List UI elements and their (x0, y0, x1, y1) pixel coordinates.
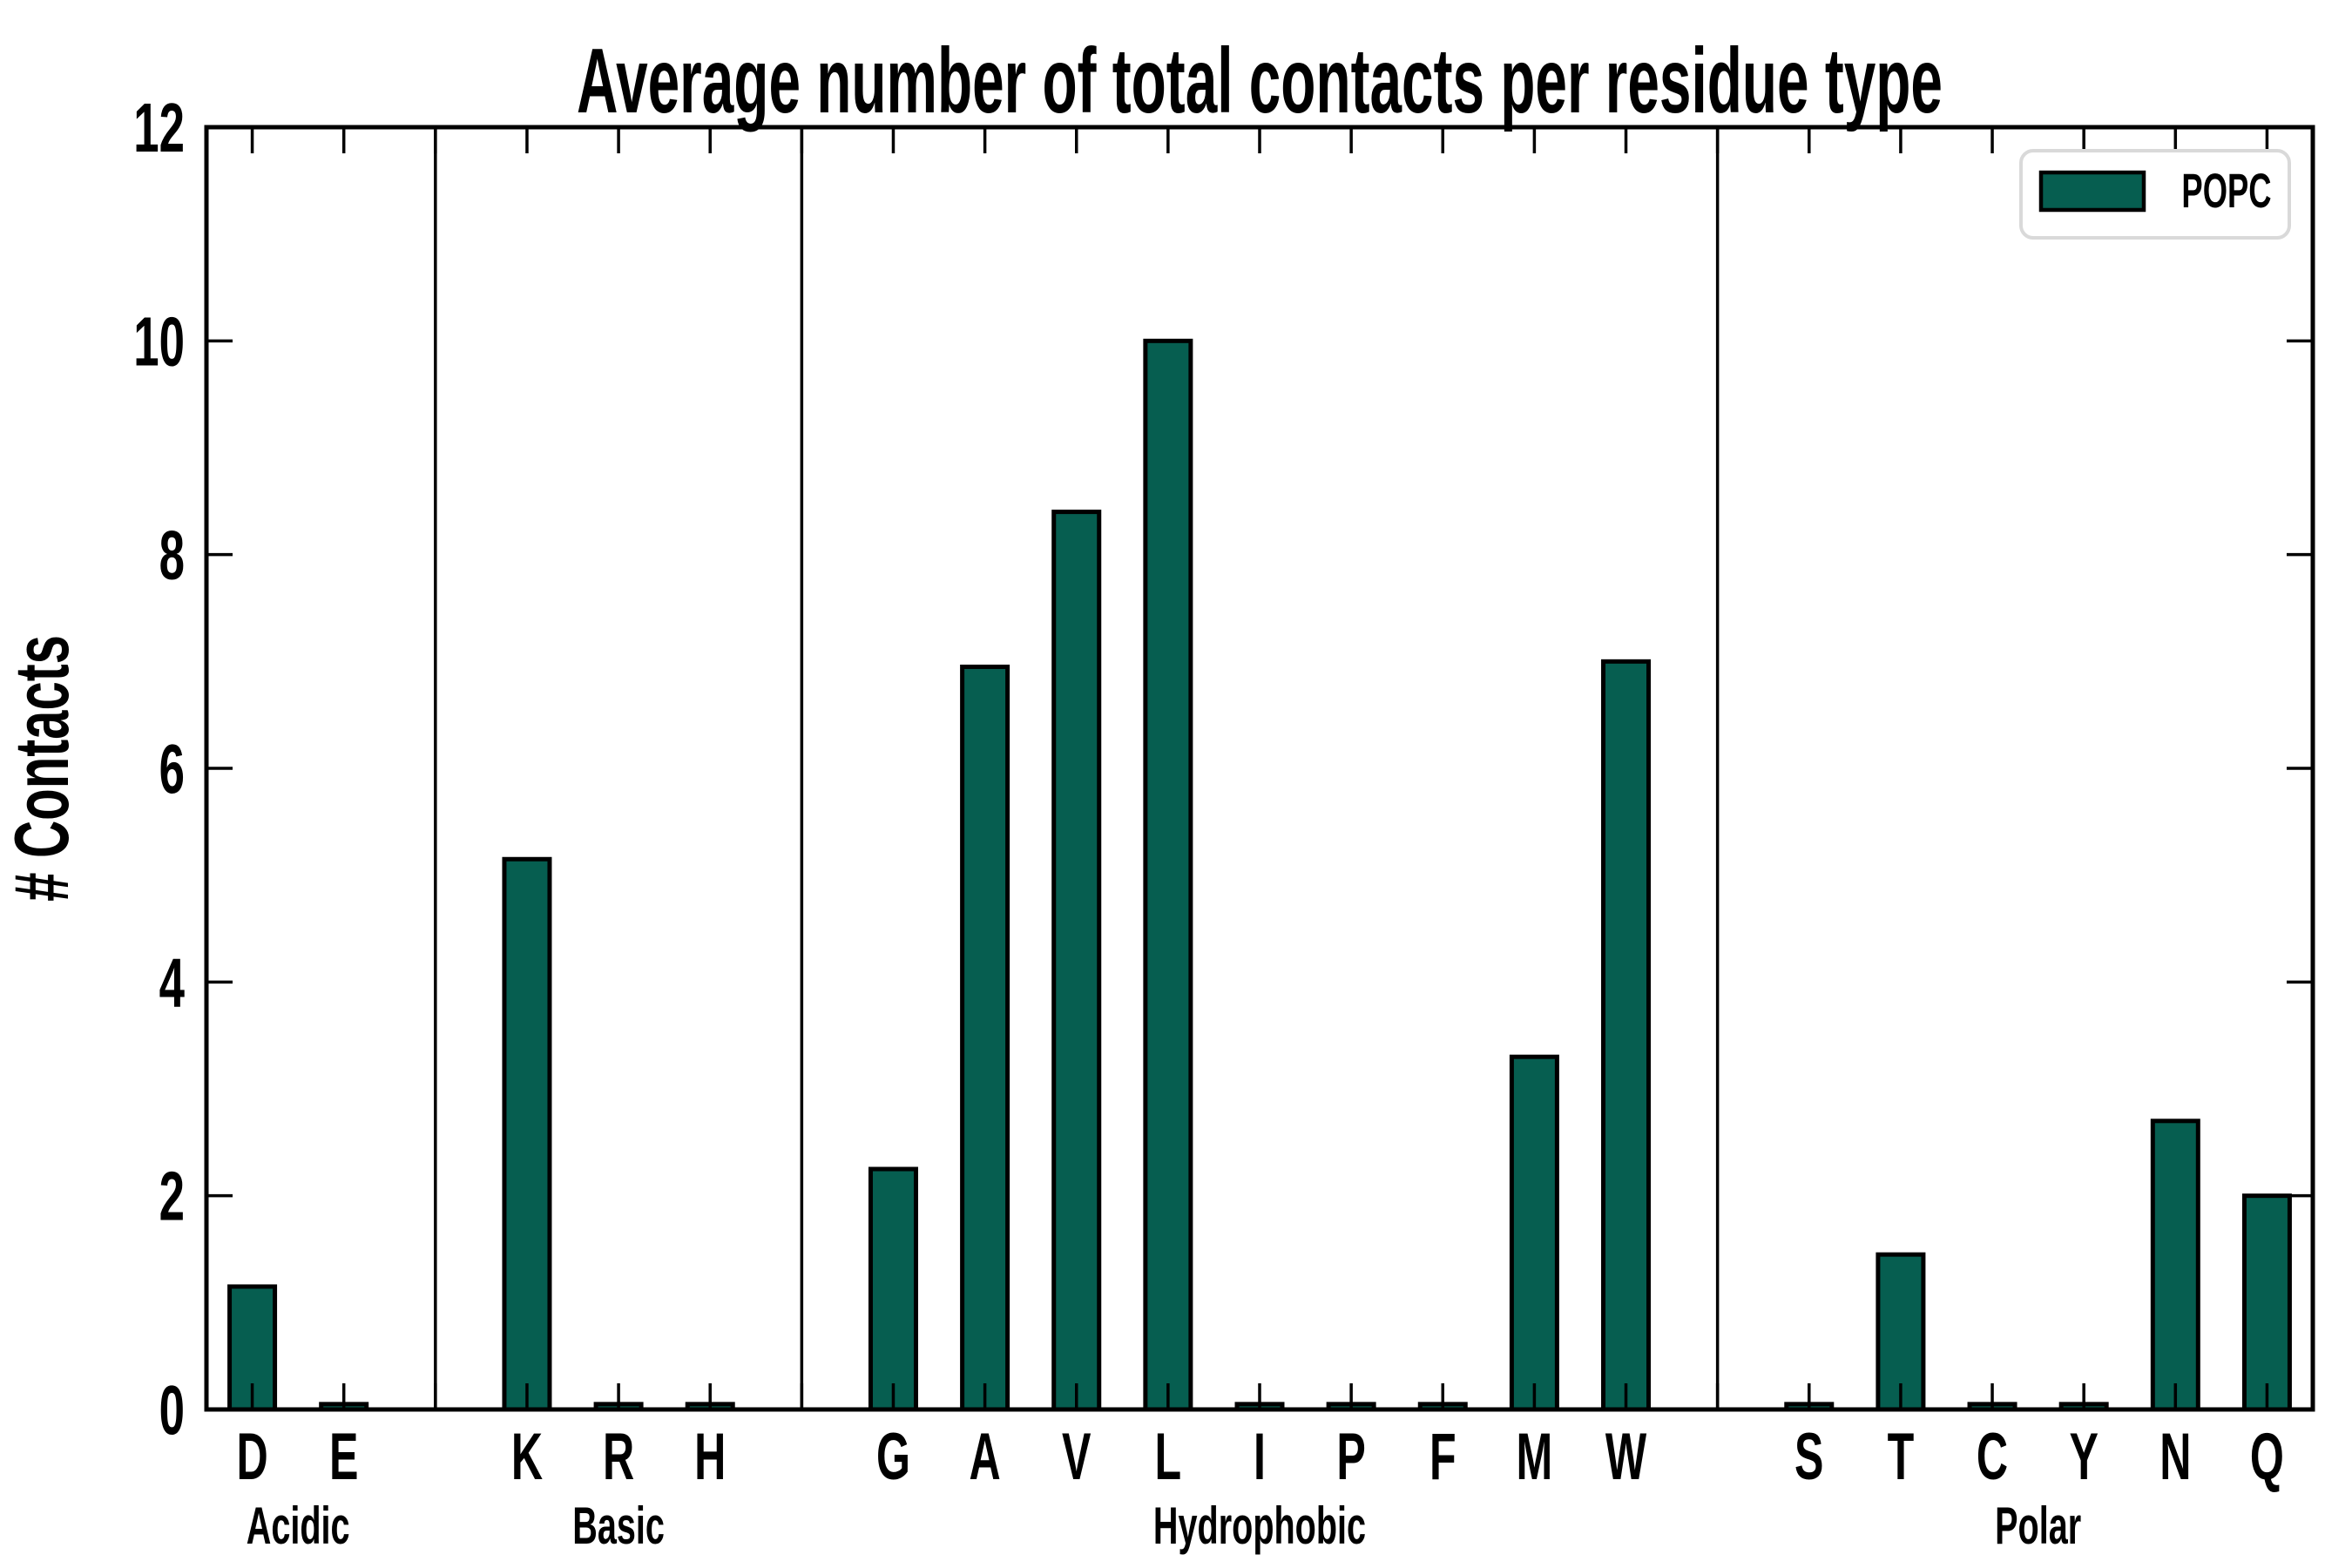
x-tick-label-M: M (1517, 1420, 1553, 1494)
bars-layer (227, 338, 2292, 1412)
bar-L (1143, 338, 1193, 1412)
bar-A (960, 664, 1010, 1412)
bar-Q (2241, 1193, 2292, 1412)
y-tick-label-10: 10 (133, 304, 185, 382)
y-tick-label-0: 0 (159, 1372, 185, 1450)
x-tick-label-A: A (969, 1420, 1000, 1494)
x-tick-label-I: I (1254, 1420, 1266, 1494)
group-labels-layer: Acidic Basic Hydrophobic Polar (247, 1497, 2082, 1555)
x-tick-label-G: G (876, 1420, 910, 1494)
x-tick-label-P: P (1336, 1420, 1365, 1494)
x-tick-label-D: D (236, 1420, 267, 1494)
group-label-acidic: Acidic (247, 1497, 350, 1555)
x-tick-label-N: N (2159, 1420, 2191, 1494)
legend-label-popc: POPC (2181, 164, 2271, 219)
x-tick-label-C: C (1977, 1420, 2008, 1494)
x-tick-label-S: S (1794, 1420, 1823, 1494)
legend: POPC (2019, 149, 2291, 240)
y-tick-label-4: 4 (159, 945, 186, 1023)
chart-title: Average number of total contacts per res… (577, 29, 1943, 132)
x-tick-label-W: W (1605, 1420, 1647, 1494)
legend-swatch-popc (2038, 170, 2146, 213)
group-label-hydrophobic: Hydrophobic (1153, 1497, 1366, 1555)
bar-V (1051, 510, 1102, 1412)
x-tick-label-H: H (694, 1420, 726, 1494)
y-tick-label-2: 2 (159, 1159, 185, 1236)
x-tick-label-F: F (1429, 1420, 1456, 1494)
x-tick-label-Q: Q (2250, 1420, 2284, 1494)
bar-G (868, 1166, 918, 1412)
y-tick-label-8: 8 (159, 517, 185, 595)
y-tick-label-12: 12 (133, 90, 185, 167)
y-tick-labels-layer: 0 2 4 6 8 10 12 (133, 90, 185, 1450)
group-separators-layer (434, 127, 1720, 1409)
plot-border (204, 125, 2315, 1412)
group-label-polar: Polar (1995, 1497, 2081, 1555)
x-tick-label-Y: Y (2069, 1420, 2098, 1494)
y-axis-label: # Contacts (0, 635, 84, 902)
x-tick-label-T: T (1888, 1420, 1915, 1494)
bar-K (502, 856, 552, 1412)
y-tick-label-6: 6 (159, 731, 185, 808)
group-label-basic: Basic (572, 1497, 665, 1555)
bar-M (1509, 1054, 1559, 1412)
x-tick-label-V: V (1062, 1420, 1091, 1494)
x-tick-label-L: L (1155, 1420, 1182, 1494)
x-tick-label-E: E (329, 1420, 358, 1494)
x-tick-label-K: K (511, 1420, 543, 1494)
bar-N (2150, 1119, 2200, 1412)
bar-W (1601, 659, 1652, 1412)
x-tick-label-R: R (603, 1420, 634, 1494)
